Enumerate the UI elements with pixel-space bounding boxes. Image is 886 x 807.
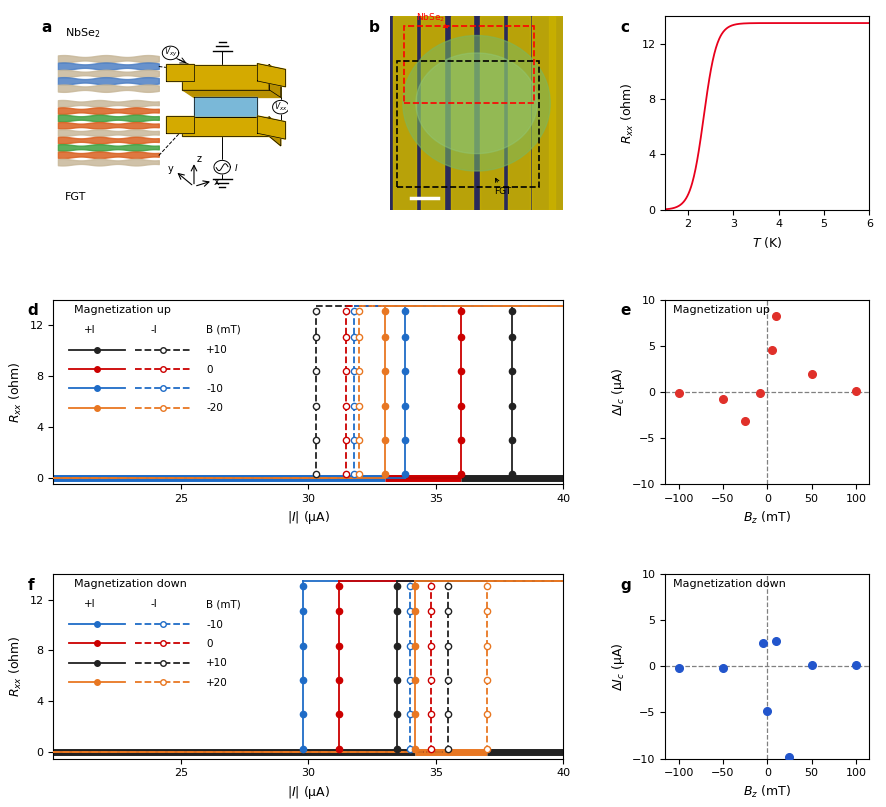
Text: Magnetization down: Magnetization down <box>672 579 785 589</box>
Text: $I$: $I$ <box>234 161 238 173</box>
Text: x: x <box>214 177 220 186</box>
Polygon shape <box>166 116 194 133</box>
Text: $V_{xx}$: $V_{xx}$ <box>274 101 287 114</box>
X-axis label: $|I|$ (μA): $|I|$ (μA) <box>286 509 330 526</box>
Polygon shape <box>257 64 285 87</box>
Polygon shape <box>182 117 268 136</box>
X-axis label: $B_z$ (mT): $B_z$ (mT) <box>742 509 790 525</box>
Text: Magnetization up: Magnetization up <box>672 305 769 315</box>
Y-axis label: $R_{xx}$ (ohm): $R_{xx}$ (ohm) <box>8 361 24 423</box>
Bar <box>479 16 502 210</box>
Ellipse shape <box>416 53 537 153</box>
Text: FGT: FGT <box>494 178 510 196</box>
Bar <box>507 16 530 210</box>
Polygon shape <box>166 64 194 81</box>
Text: -I: -I <box>150 600 157 609</box>
Polygon shape <box>194 98 257 117</box>
Polygon shape <box>182 65 268 90</box>
Text: FGT: FGT <box>65 192 86 202</box>
Text: z: z <box>196 154 201 165</box>
X-axis label: $B_z$ (mT): $B_z$ (mT) <box>742 784 790 800</box>
Text: -I: -I <box>150 325 157 335</box>
Y-axis label: $R_{xx}$ (ohm): $R_{xx}$ (ohm) <box>619 82 635 144</box>
Text: -20: -20 <box>206 404 223 413</box>
Bar <box>392 16 416 210</box>
Text: y: y <box>168 164 174 174</box>
Text: -10: -10 <box>206 620 223 629</box>
Text: +20: +20 <box>206 678 228 688</box>
Polygon shape <box>257 116 285 139</box>
Text: c: c <box>619 20 629 35</box>
X-axis label: $T$ (K): $T$ (K) <box>751 235 781 250</box>
Text: $V_{xy}$: $V_{xy}$ <box>164 46 177 60</box>
Bar <box>396 61 539 186</box>
Polygon shape <box>268 117 281 146</box>
Y-axis label: $\Delta I_c$ (μA): $\Delta I_c$ (μA) <box>609 642 626 691</box>
Text: e: e <box>619 303 630 319</box>
Bar <box>532 16 554 210</box>
Text: +10: +10 <box>206 659 228 668</box>
Text: B (mT): B (mT) <box>206 325 241 335</box>
Bar <box>450 16 472 210</box>
Text: Magnetization down: Magnetization down <box>74 579 186 589</box>
Text: 0: 0 <box>206 365 213 374</box>
Text: Magnetization up: Magnetization up <box>74 305 170 315</box>
Text: NbSe$_2$: NbSe$_2$ <box>65 26 100 40</box>
Text: B (mT): B (mT) <box>206 600 241 609</box>
Text: g: g <box>619 578 631 593</box>
Polygon shape <box>214 161 230 174</box>
Polygon shape <box>182 90 281 98</box>
Ellipse shape <box>402 36 549 171</box>
Text: +I: +I <box>83 600 96 609</box>
X-axis label: $|I|$ (μA): $|I|$ (μA) <box>286 784 330 801</box>
Polygon shape <box>268 65 281 98</box>
Polygon shape <box>162 46 179 60</box>
Text: 0: 0 <box>206 639 213 649</box>
Polygon shape <box>272 100 289 114</box>
Text: a: a <box>42 20 51 35</box>
Text: +I: +I <box>83 325 96 335</box>
Bar <box>421 16 443 210</box>
Y-axis label: $\Delta I_c$ (μA): $\Delta I_c$ (μA) <box>609 368 626 416</box>
Text: +10: +10 <box>206 345 228 355</box>
Y-axis label: $R_{xx}$ (ohm): $R_{xx}$ (ohm) <box>8 635 24 697</box>
Text: d: d <box>27 303 38 319</box>
Text: -10: -10 <box>206 384 223 394</box>
Text: NbSe$_2$: NbSe$_2$ <box>416 11 447 28</box>
Text: b: b <box>369 20 379 35</box>
Text: f: f <box>27 578 35 593</box>
Bar <box>403 26 533 103</box>
Bar <box>548 16 571 210</box>
